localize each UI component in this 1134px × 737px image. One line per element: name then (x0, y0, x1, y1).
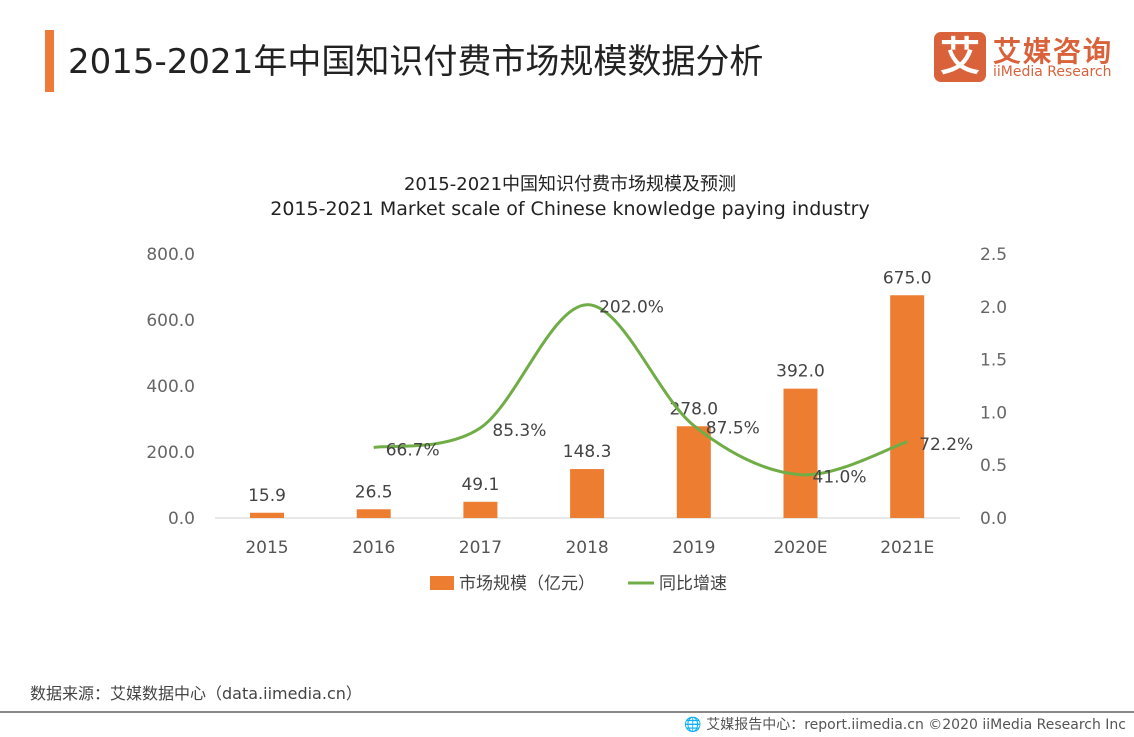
bar (783, 388, 818, 518)
page-title: 2015-2021年中国知识付费市场规模数据分析 (68, 42, 764, 82)
bar (356, 509, 391, 518)
line-data-label: 85.3% (492, 421, 546, 441)
logo-en: iiMedia Research (993, 64, 1112, 80)
y-right-tick-label: 0.0 (980, 509, 1007, 529)
bar (250, 512, 284, 518)
growth-line (373, 303, 908, 477)
x-tick-label: 2019 (672, 538, 715, 558)
legend-line-label: 同比增速 (659, 574, 727, 594)
line-data-label: 66.7% (386, 441, 440, 461)
bar (890, 295, 925, 518)
y-left-tick-label: 400.0 (146, 377, 195, 397)
chart-subtitle: 2015-2021 Market scale of Chinese knowle… (270, 198, 869, 220)
logo-mark: 艾 (934, 32, 986, 82)
y-right-tick-label: 0.5 (980, 456, 1007, 476)
title-accent-bar (45, 30, 54, 92)
x-tick-label: 2020E (773, 538, 827, 558)
y-right-tick-label: 2.0 (980, 298, 1007, 318)
y-left-tick-label: 0.0 (168, 509, 195, 529)
footer-divider (0, 711, 1134, 713)
bar-data-label: 392.0 (776, 362, 825, 382)
y-right-tick-label: 2.5 (980, 245, 1007, 265)
legend-bar-label: 市场规模（亿元） (459, 574, 595, 594)
bar-data-label: 15.9 (248, 486, 286, 506)
bar-data-label: 675.0 (883, 268, 932, 288)
y-right-tick-label: 1.0 (980, 403, 1007, 423)
bar-data-label: 49.1 (461, 475, 499, 495)
y-right-tick-label: 1.5 (980, 351, 1007, 371)
y-left-tick-label: 200.0 (146, 443, 195, 463)
line-data-label: 87.5% (706, 419, 760, 439)
x-tick-label: 2018 (565, 538, 608, 558)
x-tick-label: 2016 (352, 538, 395, 558)
bar-data-label: 148.3 (563, 442, 612, 462)
line-data-label: 72.2% (919, 435, 973, 455)
y-left-tick-label: 600.0 (146, 311, 195, 331)
bar (463, 501, 498, 518)
x-tick-label: 2015 (245, 538, 288, 558)
line-data-label: 202.0% (599, 298, 664, 318)
bar (570, 469, 605, 518)
legend-bar-swatch (430, 576, 454, 590)
bar (676, 426, 711, 518)
chart-title: 2015-2021中国知识付费市场规模及预测 (404, 174, 736, 195)
bar-data-label: 26.5 (355, 482, 393, 502)
logo-cn: 艾媒咨询 (993, 35, 1114, 68)
data-source: 数据来源：艾媒数据中心（data.iimedia.cn） (30, 684, 362, 703)
footer-copyright[interactable]: 🌐 艾媒报告中心：report.iimedia.cn ©2020 iiMedia… (684, 717, 1126, 733)
y-left-tick-label: 800.0 (146, 245, 195, 265)
x-tick-label: 2021E (880, 538, 934, 558)
x-tick-label: 2017 (459, 538, 502, 558)
line-data-label: 41.0% (813, 468, 867, 488)
